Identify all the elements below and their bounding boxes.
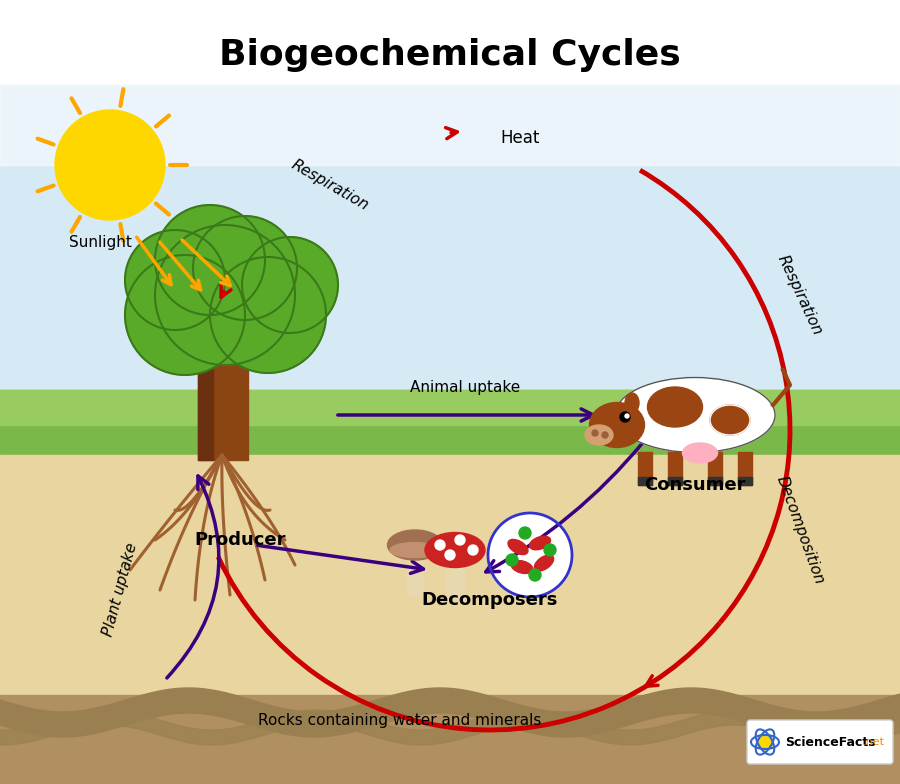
Bar bbox=[708, 452, 722, 485]
Text: Animal uptake: Animal uptake bbox=[410, 380, 520, 395]
Circle shape bbox=[544, 544, 556, 556]
Text: Consumer: Consumer bbox=[644, 476, 746, 494]
Circle shape bbox=[445, 550, 455, 560]
Circle shape bbox=[435, 540, 445, 550]
Text: Producer: Producer bbox=[194, 531, 286, 549]
Bar bbox=[0, 390, 900, 425]
Circle shape bbox=[193, 216, 297, 320]
Ellipse shape bbox=[535, 555, 554, 571]
Circle shape bbox=[488, 513, 572, 597]
Circle shape bbox=[125, 255, 245, 375]
Ellipse shape bbox=[615, 378, 775, 452]
Text: Decomposers: Decomposers bbox=[422, 591, 558, 609]
Text: ScienceFacts: ScienceFacts bbox=[785, 735, 876, 749]
FancyBboxPatch shape bbox=[747, 720, 893, 764]
Ellipse shape bbox=[511, 561, 533, 573]
Bar bbox=[638, 452, 652, 485]
Ellipse shape bbox=[585, 425, 613, 445]
Bar bbox=[738, 477, 752, 485]
Ellipse shape bbox=[710, 405, 750, 435]
Ellipse shape bbox=[625, 393, 639, 413]
Bar bbox=[0, 455, 900, 705]
Bar bbox=[638, 477, 652, 485]
Ellipse shape bbox=[647, 387, 703, 427]
Bar bbox=[738, 452, 752, 485]
Circle shape bbox=[210, 257, 326, 373]
Text: Plant uptake: Plant uptake bbox=[100, 542, 140, 638]
Text: Decomposition: Decomposition bbox=[773, 474, 826, 586]
Circle shape bbox=[155, 225, 295, 365]
Circle shape bbox=[455, 535, 465, 545]
Circle shape bbox=[519, 527, 531, 539]
Text: Rocks containing water and minerals: Rocks containing water and minerals bbox=[258, 713, 542, 728]
Bar bbox=[0, 85, 900, 165]
Bar bbox=[668, 477, 682, 485]
Circle shape bbox=[757, 734, 773, 750]
Text: Sunlight: Sunlight bbox=[68, 235, 131, 250]
Text: .net: .net bbox=[863, 737, 885, 747]
Text: Biogeochemical Cycles: Biogeochemical Cycles bbox=[219, 38, 681, 72]
Ellipse shape bbox=[529, 536, 551, 550]
Bar bbox=[0, 390, 900, 460]
Bar bbox=[668, 452, 682, 485]
Bar bbox=[198, 330, 248, 460]
Ellipse shape bbox=[508, 539, 528, 554]
Ellipse shape bbox=[590, 402, 644, 448]
Ellipse shape bbox=[390, 543, 440, 557]
Circle shape bbox=[529, 569, 541, 581]
Bar bbox=[198, 330, 213, 460]
Circle shape bbox=[620, 412, 630, 422]
Text: Respiration: Respiration bbox=[775, 252, 825, 337]
Circle shape bbox=[468, 545, 478, 555]
Bar bbox=[0, 695, 900, 784]
Text: Respiration: Respiration bbox=[289, 157, 372, 213]
Circle shape bbox=[602, 432, 608, 438]
Circle shape bbox=[155, 205, 265, 315]
Bar bbox=[446, 550, 464, 598]
Circle shape bbox=[506, 554, 518, 566]
Bar bbox=[0, 0, 900, 85]
Bar bbox=[407, 545, 423, 595]
Bar bbox=[708, 477, 722, 485]
Ellipse shape bbox=[425, 532, 485, 568]
Circle shape bbox=[625, 414, 629, 418]
Bar bbox=[0, 85, 900, 405]
Text: Heat: Heat bbox=[500, 129, 540, 147]
Ellipse shape bbox=[682, 443, 717, 463]
Circle shape bbox=[55, 110, 165, 220]
Circle shape bbox=[242, 237, 338, 333]
Circle shape bbox=[592, 430, 598, 436]
Circle shape bbox=[125, 230, 225, 330]
Ellipse shape bbox=[388, 530, 443, 560]
